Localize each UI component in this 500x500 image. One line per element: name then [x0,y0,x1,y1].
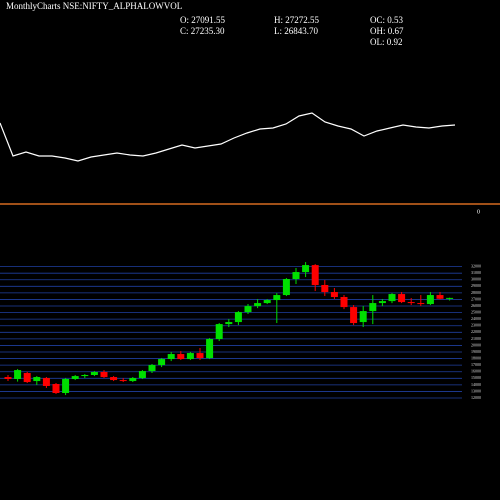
y-tick-label: 14000 [471,382,481,387]
y-tick-label: 25000 [471,310,481,315]
indicator-line [0,112,456,162]
candle-body [42,378,50,386]
candle-body [52,384,60,394]
y-tick-label: 20000 [471,342,481,347]
candle-body [90,371,98,376]
stat-ol: OL: 0.92 [370,37,403,47]
candle-body [158,359,166,366]
candle-body [282,279,290,296]
y-tick-label: 18000 [471,356,481,361]
candle-body [71,376,79,380]
candle-body [148,365,156,372]
candle-body [206,339,214,359]
y-tick-label: 19000 [471,349,481,354]
candle-body [234,312,242,323]
candle-body [119,380,127,382]
candle-body [62,379,70,394]
candle-body [177,354,185,360]
stat-open: O: 27091.55 [180,15,226,25]
candle-body [340,297,348,308]
candle-body [33,377,41,382]
y-tick-label: 21000 [471,336,481,341]
candle-body [23,373,31,383]
candle-body [398,294,406,303]
candle-body [110,377,118,381]
candle-body [225,322,233,325]
candle-body [100,371,108,378]
candle-body [359,311,367,323]
candle-body [302,265,310,273]
stat-high: H: 27272.55 [274,15,320,25]
y-tick-label: 28000 [471,290,481,295]
candle-body [388,294,396,302]
candle-body [417,303,425,305]
candle-body [138,371,146,379]
candle-body [14,370,22,380]
y-tick-label: 26000 [471,303,481,308]
candle-body [446,297,454,299]
y-tick-label: 32000 [471,264,481,269]
y-tick-label: 31000 [471,270,481,275]
candle-body [369,303,377,312]
candle-body [263,300,271,304]
candle-body [186,353,194,360]
candle-body [81,375,89,377]
candle-body [273,295,281,301]
y-tick-label: 17000 [471,362,481,367]
y-tick-label: 23000 [471,323,481,328]
y-tick-label: 16000 [471,369,481,374]
candle-body [292,272,300,280]
y-tick-label: 12000 [471,395,481,400]
y-tick-label: 27000 [471,296,481,301]
y-tick-label: 13000 [471,388,481,393]
candle-body [244,306,252,313]
candle-body [129,378,137,382]
stat-close: C: 27235.30 [180,26,225,36]
candle-body [254,303,262,307]
y-tick-label: 22000 [471,329,481,334]
y-tick-label: 29000 [471,283,481,288]
candle-body [378,301,386,304]
stat-low: L: 26843.70 [274,26,318,36]
candle-body [167,354,175,360]
stat-oc: OC: 0.53 [370,15,404,25]
candle-body [330,292,338,298]
candle-body [196,353,204,359]
candle-body [311,265,319,285]
y-tick-label: 15000 [471,375,481,380]
candle-body [436,295,444,299]
candle-body [426,295,434,305]
candle-body [321,284,329,293]
candle-body [407,302,415,304]
zero-label: 0 [477,209,480,215]
y-tick-label: 24000 [471,316,481,321]
candle-body [4,377,12,380]
candle-body [215,324,223,340]
chart-title: MonthlyCharts NSE:NIFTY_ALPHALOWVOL [6,1,182,11]
candle-body [350,307,358,324]
stat-oh: OH: 0.67 [370,26,404,36]
y-tick-label: 30000 [471,277,481,282]
